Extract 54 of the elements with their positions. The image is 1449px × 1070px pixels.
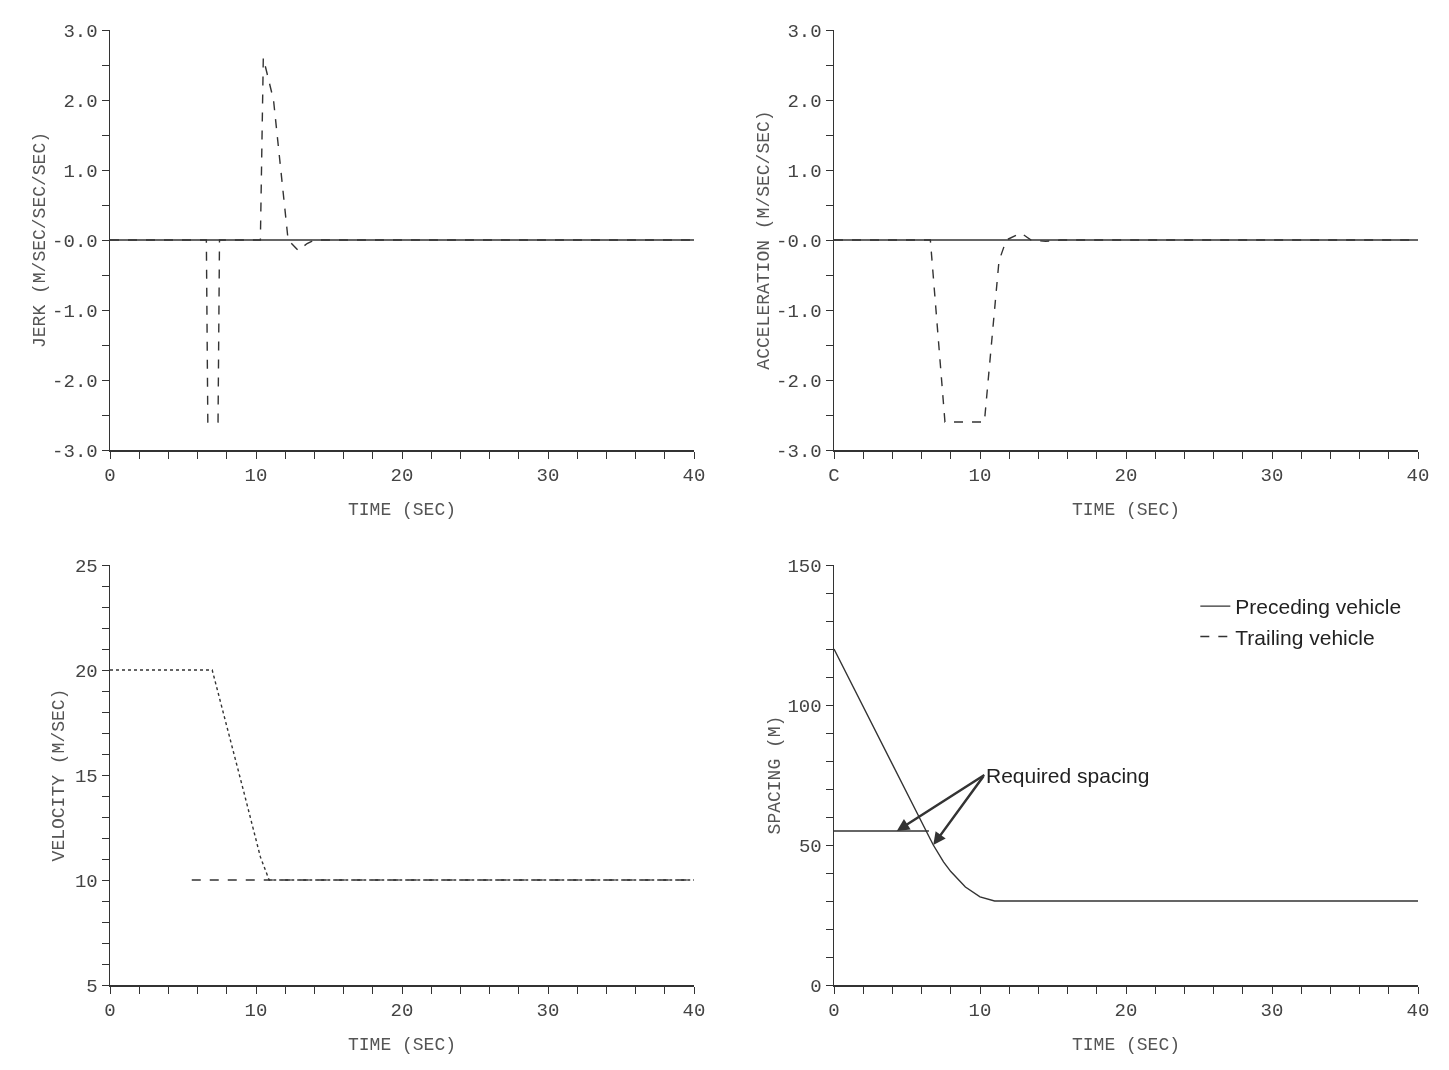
- y-tick-label: 0: [810, 975, 822, 998]
- y-tick-label: -0.0: [776, 230, 822, 253]
- y-tick-label: -1.0: [52, 300, 98, 323]
- legend-label: Trailing vehicle: [1235, 625, 1375, 649]
- y-tick-label: 150: [787, 555, 822, 578]
- x-axis-title: TIME (SEC): [347, 499, 457, 520]
- x-tick-label: 0: [828, 1000, 840, 1023]
- y-tick-label: -1.0: [776, 300, 822, 323]
- x-tick-label: C: [828, 465, 840, 488]
- y-tick-label: 15: [74, 765, 98, 788]
- y-tick-label: -3.0: [776, 440, 822, 463]
- x-tick-label: 30: [1260, 1000, 1284, 1023]
- y-axis-title: VELOCITY (M/SEC): [48, 688, 69, 862]
- y-tick-label: 3.0: [787, 20, 822, 43]
- legend-label: Preceding vehicle: [1235, 595, 1402, 619]
- x-tick-label: 0: [104, 1000, 116, 1023]
- x-tick-label: 20: [390, 1000, 414, 1023]
- y-tick-label: 1.0: [787, 160, 822, 183]
- y-tick-label: -0.0: [52, 230, 98, 253]
- y-tick-label: -2.0: [776, 370, 822, 393]
- y-tick-label: 10: [74, 870, 98, 893]
- x-tick-label: 40: [682, 1000, 706, 1023]
- x-tick-label: 10: [968, 465, 992, 488]
- y-axis-title: ACCELERATION (M/SEC/SEC): [754, 110, 775, 370]
- x-tick-label: 10: [244, 465, 268, 488]
- y-tick-label: 50: [798, 835, 822, 858]
- x-tick-label: 40: [682, 465, 706, 488]
- annotation: Required spacing: [986, 764, 1150, 787]
- x-tick-label: 30: [1260, 465, 1284, 488]
- y-tick-label: 1.0: [63, 160, 98, 183]
- y-tick-label: 5: [86, 975, 98, 998]
- y-tick-label: 25: [74, 555, 98, 578]
- y-tick-label: -2.0: [52, 370, 98, 393]
- x-tick-label: 30: [536, 465, 560, 488]
- x-tick-label: 0: [104, 465, 116, 488]
- y-tick-label: -3.0: [52, 440, 98, 463]
- x-tick-label: 20: [1114, 1000, 1138, 1023]
- y-axis-title: SPACING (M): [765, 715, 786, 835]
- x-tick-label: 40: [1406, 1000, 1430, 1023]
- x-tick-label: 10: [244, 1000, 268, 1023]
- y-tick-label: 2.0: [63, 90, 98, 113]
- x-tick-label: 10: [968, 1000, 992, 1023]
- x-axis-title: TIME (SEC): [1071, 1034, 1181, 1055]
- y-tick-label: 20: [74, 660, 98, 683]
- y-axis-title: JERK (M/SEC/SEC/SEC): [30, 131, 51, 349]
- x-tick-label: 20: [390, 465, 414, 488]
- y-tick-label: 100: [787, 695, 822, 718]
- x-tick-label: 30: [536, 1000, 560, 1023]
- y-tick-label: 3.0: [63, 20, 98, 43]
- x-axis-title: TIME (SEC): [347, 1034, 457, 1055]
- x-tick-label: 40: [1406, 465, 1430, 488]
- y-tick-label: 2.0: [787, 90, 822, 113]
- x-axis-title: TIME (SEC): [1071, 499, 1181, 520]
- x-tick-label: 20: [1114, 465, 1138, 488]
